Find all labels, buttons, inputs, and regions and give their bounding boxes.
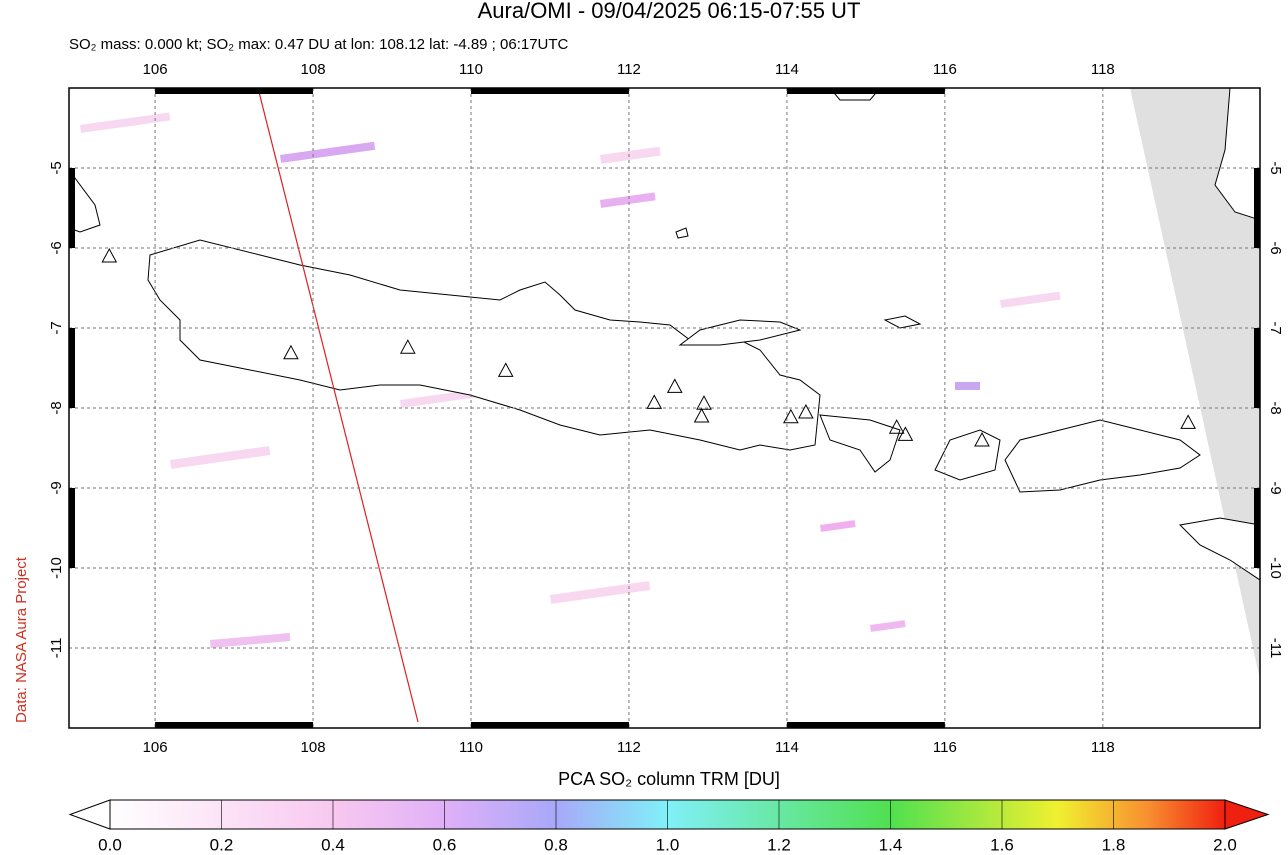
lat-tick-label: -6 <box>1267 241 1284 254</box>
lon-tick-label: 110 <box>459 61 483 78</box>
lon-tick-label: 114 <box>775 739 799 756</box>
colorbar-tick-label: 1.8 <box>1102 835 1126 854</box>
lat-tick-label: -10 <box>1267 557 1284 579</box>
lon-tick-label: 116 <box>933 739 957 756</box>
lon-tick-label: 108 <box>301 739 326 756</box>
frame-segment <box>69 488 75 568</box>
lon-tick-label: 110 <box>459 739 483 756</box>
frame-segment <box>69 328 75 408</box>
colorbar-tick-label: 0.6 <box>433 835 457 854</box>
orbit-track <box>257 88 419 723</box>
frame-segment <box>1254 168 1260 248</box>
colorbar-tick-label: 1.2 <box>767 835 791 854</box>
colorbar-tick-label: 0.0 <box>98 835 122 854</box>
frame-segment <box>69 168 75 248</box>
volcano <box>497 362 514 377</box>
volcano <box>974 431 990 447</box>
colorbar-tick-label: 1.0 <box>656 835 680 854</box>
colorbar-tick-label: 0.2 <box>210 835 234 854</box>
volcano <box>101 247 118 263</box>
frame-segment <box>1254 488 1260 568</box>
colorbar-label: PCA SO₂ column TRM [DU] <box>558 769 780 789</box>
lat-tick-label: -11 <box>1267 638 1284 659</box>
so2-pixels <box>80 112 1061 648</box>
lat-tick-label: -10 <box>48 557 65 579</box>
lat-tick-label: -9 <box>1267 481 1284 494</box>
frame <box>69 88 1260 728</box>
colorbar-tick-label: 1.6 <box>990 835 1014 854</box>
lat-tick-label: -11 <box>48 638 65 659</box>
colorbar-low-arrow <box>68 799 111 830</box>
frame-segment <box>155 722 314 728</box>
colorbar: PCA SO₂ column TRM [DU] 0.0 0.2 0.4 0.6 0.8 1… <box>68 769 1270 854</box>
frame-segment <box>786 722 945 728</box>
lat-tick-label: -8 <box>48 401 65 414</box>
volcano <box>783 408 799 424</box>
lon-tick-label: 112 <box>617 739 641 756</box>
colorbar-high-arrow <box>1224 799 1270 830</box>
volcano <box>897 426 914 441</box>
volcano <box>666 378 683 393</box>
colorbar-tick-label: 0.8 <box>544 835 568 854</box>
volcano <box>693 407 710 423</box>
lat-tick-label: -8 <box>1267 401 1284 414</box>
volcano <box>888 419 905 434</box>
lat-tick-label: -7 <box>1267 321 1284 334</box>
frame-segment <box>155 88 314 94</box>
lon-tick-label: 118 <box>1091 739 1115 756</box>
volcano <box>696 395 712 410</box>
lon-tick-label: 116 <box>933 61 957 78</box>
lat-tick-label: -5 <box>1267 161 1284 174</box>
colorbar-tick-label: 0.4 <box>321 835 345 854</box>
credit: Data: NASA Aura Project <box>13 556 30 723</box>
lat-tick-label: -7 <box>48 321 65 334</box>
lon-tick-label: 106 <box>143 61 168 78</box>
lat-tick-label: -6 <box>48 241 65 254</box>
frame-segment <box>471 722 629 728</box>
volcano <box>399 339 416 354</box>
volcano <box>646 394 663 409</box>
lat-tick-label: -5 <box>48 161 65 174</box>
lon-tick-label: 114 <box>775 61 799 78</box>
lon-tick-label: 108 <box>301 61 326 78</box>
title: Aura/OMI - 09/04/2025 06:15-07:55 UT <box>478 0 861 23</box>
subtitle: SO₂ mass: 0.000 kt; SO₂ max: 0.47 DU at … <box>69 36 569 53</box>
volcano <box>283 344 299 360</box>
volcano <box>798 403 814 419</box>
lat-tick-label: -9 <box>48 481 65 494</box>
colorbar-tick-label: 1.4 <box>879 835 903 854</box>
lon-tick-label: 112 <box>617 61 641 78</box>
lon-tick-label: 106 <box>143 739 168 756</box>
volcano <box>1180 414 1196 429</box>
frame-segment <box>1254 328 1260 408</box>
plot-border <box>68 87 1261 729</box>
frame-segment <box>786 88 945 94</box>
frame-segment <box>471 88 629 94</box>
lon-tick-label: 118 <box>1091 61 1115 78</box>
map-area <box>69 88 1260 728</box>
colorbar-tick-label: 2.0 <box>1213 835 1237 854</box>
